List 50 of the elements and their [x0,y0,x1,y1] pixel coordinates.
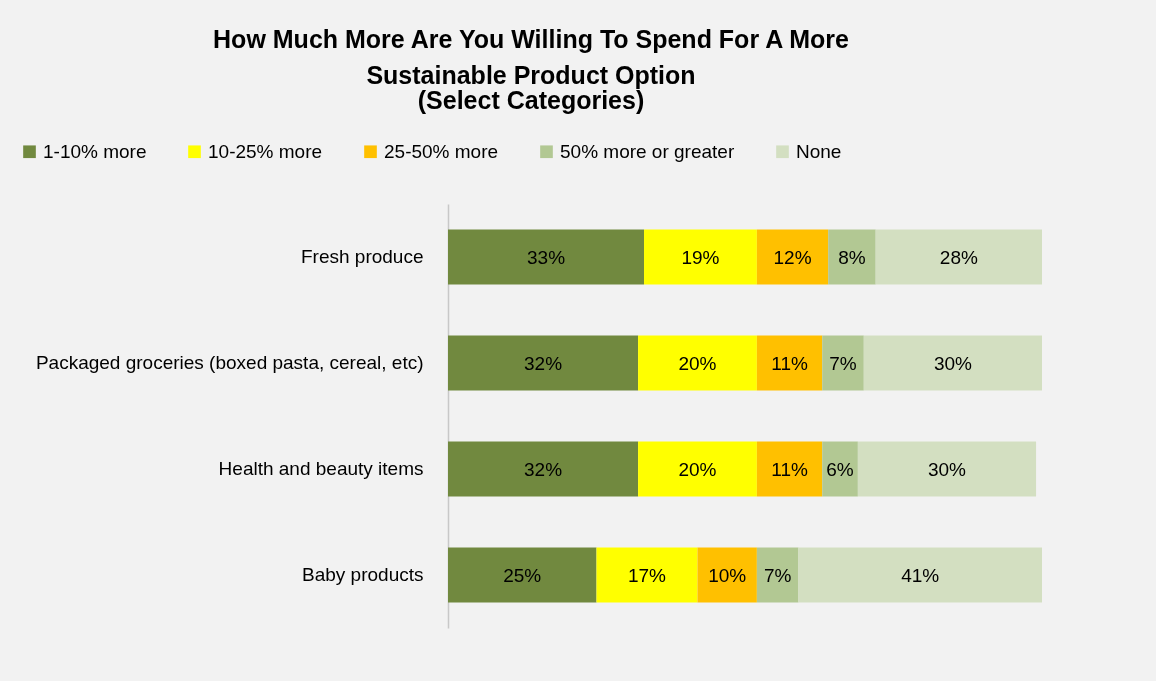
bar [875,229,1042,285]
y-tick-label: Baby products [302,564,424,585]
bar [857,441,1037,497]
bar [828,229,876,285]
legend-label: 1-10% more [43,140,147,162]
chart-title: How Much More Are You Willing To Spend For A More Sustainable Product Option [213,25,850,89]
y-tick-label: Fresh produce [300,246,424,267]
bar [596,547,698,603]
y-tick-label: Health and beauty items [218,458,424,479]
bar [863,335,1042,391]
data-label: 33% [526,247,566,268]
data-label: 6% [826,459,854,480]
bar [448,441,639,497]
bar [756,229,829,285]
legend-label: 25-50% more [384,140,499,162]
legend-label: 10-25% more [208,140,323,162]
data-label: 30% [933,353,973,374]
bar [822,441,858,497]
legend-label: None [796,140,842,162]
bar [756,547,799,603]
data-label: 32% [524,353,563,374]
bar [798,547,1042,603]
data-label: 12% [773,247,812,268]
data-label: 41% [901,565,940,586]
bar [756,335,823,391]
data-label: 30% [927,459,967,480]
bar [644,229,757,285]
data-label: 17% [627,565,667,586]
bar [638,335,757,391]
data-label: 7% [763,565,792,586]
data-label: 8% [838,247,866,268]
data-label: 32% [524,459,563,480]
data-label: 19% [681,247,720,268]
data-label: 10% [708,565,747,586]
data-label: 7% [829,353,857,374]
bar [448,229,645,285]
data-label: 20% [678,353,717,374]
data-label: 20% [678,459,717,480]
y-tick-label: Packaged groceries (boxed pasta, cereal, etc) [35,352,424,373]
bar [448,335,639,391]
data-label: 28% [939,247,978,268]
bar [638,441,757,497]
legend-label: 50% more or greater [560,140,735,162]
data-label: 11% [771,459,808,480]
bar [822,335,864,391]
bar [697,547,757,603]
bar [756,441,823,497]
bar [448,547,597,603]
data-label: 25% [503,565,542,586]
data-label: 11% [771,353,808,374]
